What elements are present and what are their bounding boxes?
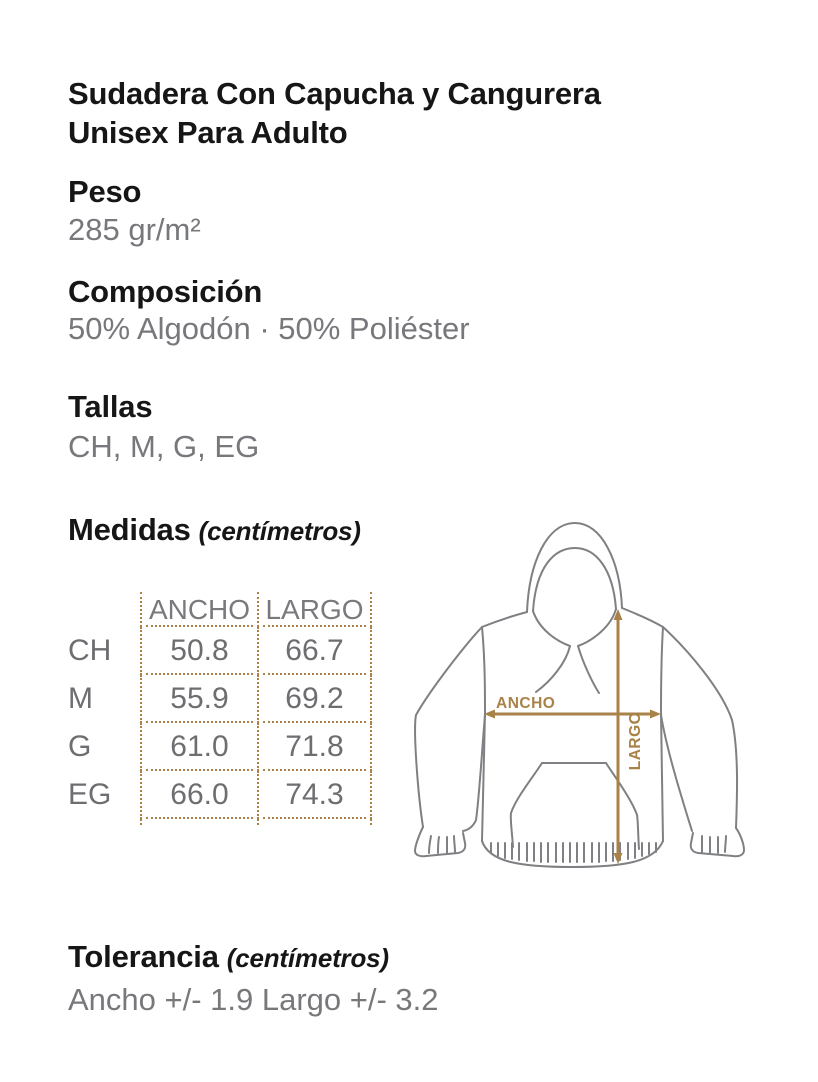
size-row-label-g: G xyxy=(68,730,92,763)
size-chart-col-ancho: ANCHO xyxy=(140,592,257,627)
length-label: LARGO xyxy=(627,712,644,770)
size-row-ch-largo: 66.7 xyxy=(257,627,372,675)
size-row-eg-ancho: 66.0 xyxy=(140,771,257,819)
tolerancia-unit-note: (centímetros) xyxy=(226,943,389,973)
size-row-label-m: M xyxy=(68,682,93,715)
tolerancia-heading-text: Tolerancia xyxy=(68,939,219,974)
tolerancia-heading: Tolerancia (centímetros) xyxy=(68,938,389,977)
medidas-unit-note: (centímetros) xyxy=(198,516,361,546)
size-row-eg-largo: 74.3 xyxy=(257,771,372,819)
composicion-value: 50% Algodón · 50% Poliéster xyxy=(68,311,470,346)
hoodie-outline-icon xyxy=(414,521,745,868)
width-arrowhead-right xyxy=(650,709,661,719)
medidas-heading: Medidas (centímetros) xyxy=(68,511,361,550)
tolerancia-value: Ancho +/- 1.9 Largo +/- 3.2 xyxy=(68,982,439,1017)
size-row-ch-ancho: 50.8 xyxy=(140,627,257,675)
tallas-value: CH, M, G, EG xyxy=(68,429,260,464)
size-row-g-ancho: 61.0 xyxy=(140,723,257,771)
length-arrowhead-bottom xyxy=(613,853,623,864)
size-row-g-largo: 71.8 xyxy=(257,723,372,771)
size-chart-table: ANCHO LARGO CH 50.8 66.7 M 55.9 69.2 G 6… xyxy=(68,592,372,825)
length-arrowhead-top xyxy=(613,609,623,620)
page-title-line2: Unisex Para Adulto xyxy=(68,114,348,150)
size-chart-corner xyxy=(68,592,140,627)
page-title-line1: Sudadera Con Capucha y Cangurera xyxy=(68,75,601,111)
peso-heading: Peso xyxy=(68,174,142,209)
peso-value: 285 gr/m² xyxy=(68,212,201,247)
tallas-heading: Tallas xyxy=(68,389,153,424)
size-row-label-ch: CH xyxy=(68,634,112,667)
width-label: ANCHO xyxy=(496,695,555,712)
composicion-heading: Composición xyxy=(68,274,263,309)
hoodie-measurement-diagram: ANCHO LARGO xyxy=(414,521,745,868)
size-chart-col-largo: LARGO xyxy=(257,592,372,627)
size-row-m-ancho: 55.9 xyxy=(140,675,257,723)
page-title: Sudadera Con Capucha y Cangurera Unisex … xyxy=(68,74,601,152)
size-row-m-largo: 69.2 xyxy=(257,675,372,723)
width-arrowhead-left xyxy=(484,709,495,719)
size-row-label-eg: EG xyxy=(68,778,112,811)
medidas-heading-text: Medidas xyxy=(68,512,191,547)
measurement-arrows: ANCHO LARGO xyxy=(484,609,661,864)
